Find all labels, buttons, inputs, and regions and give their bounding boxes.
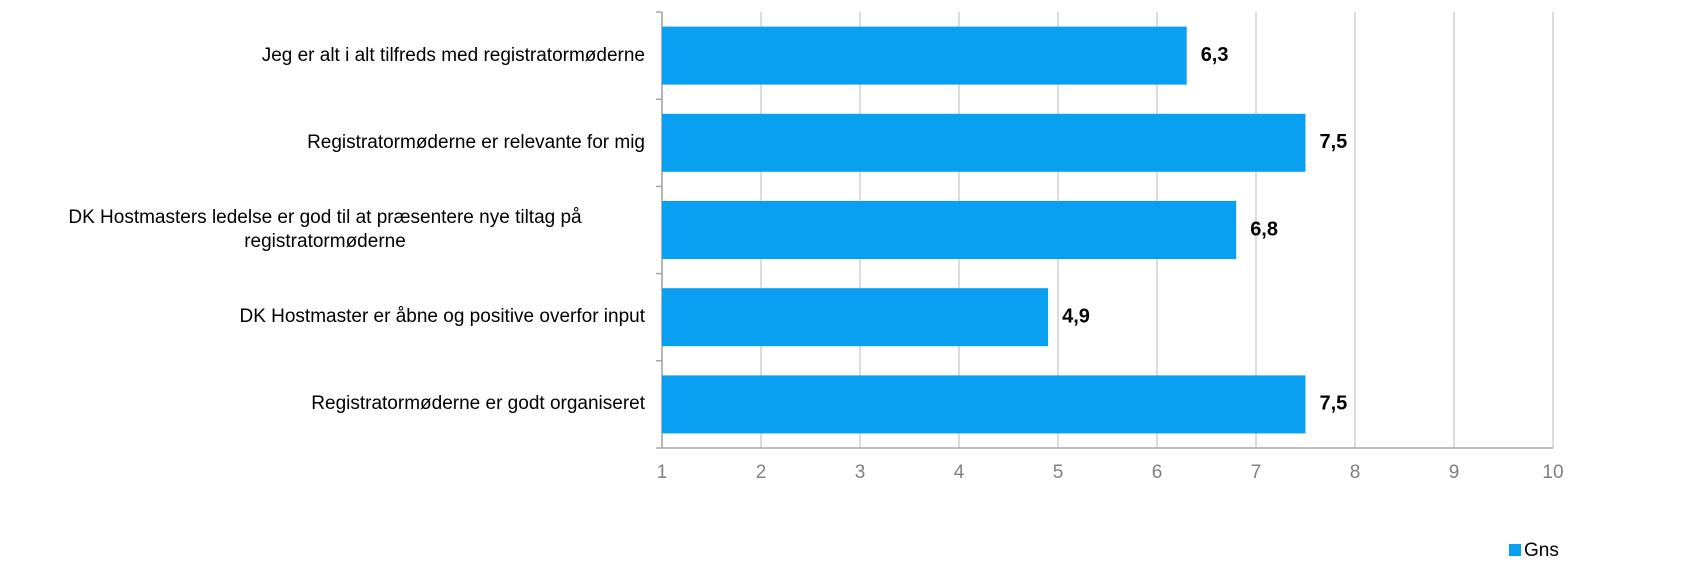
value-label: 7,5: [1320, 131, 1348, 153]
value-label: 7,5: [1320, 393, 1348, 415]
x-tick-label: 5: [1053, 462, 1064, 483]
x-tick-label: 10: [1542, 462, 1563, 483]
legend-swatch: [1509, 544, 1521, 556]
x-tick-label: 2: [756, 462, 767, 483]
x-tick-label: 9: [1449, 462, 1460, 483]
bar: [662, 113, 1306, 172]
x-tick-label: 3: [855, 462, 866, 483]
value-label: 6,8: [1250, 218, 1278, 240]
category-label: DK Hostmasters ledelse er god til at præ…: [68, 207, 582, 252]
bar: [662, 288, 1049, 347]
x-tick-label: 1: [657, 462, 668, 483]
x-tick-label: 6: [1152, 462, 1163, 483]
bar: [662, 201, 1237, 259]
category-label: DK Hostmaster er åbne og positive overfo…: [239, 306, 645, 328]
category-label: Registratormøderne er relevante for mig: [307, 131, 645, 153]
bar: [662, 375, 1306, 434]
category-label: Jeg er alt i alt tilfreds med registrato…: [261, 44, 645, 66]
x-tick-label: 7: [1251, 462, 1262, 483]
x-tick-label: 4: [954, 462, 965, 483]
legend-label: Gns: [1524, 540, 1559, 561]
x-tick-label: 8: [1350, 462, 1361, 483]
value-label: 6,3: [1201, 44, 1229, 66]
bar: [662, 26, 1187, 85]
category-label: Registratormøderne er godt organiseret: [311, 393, 645, 415]
value-label: 4,9: [1062, 305, 1090, 327]
